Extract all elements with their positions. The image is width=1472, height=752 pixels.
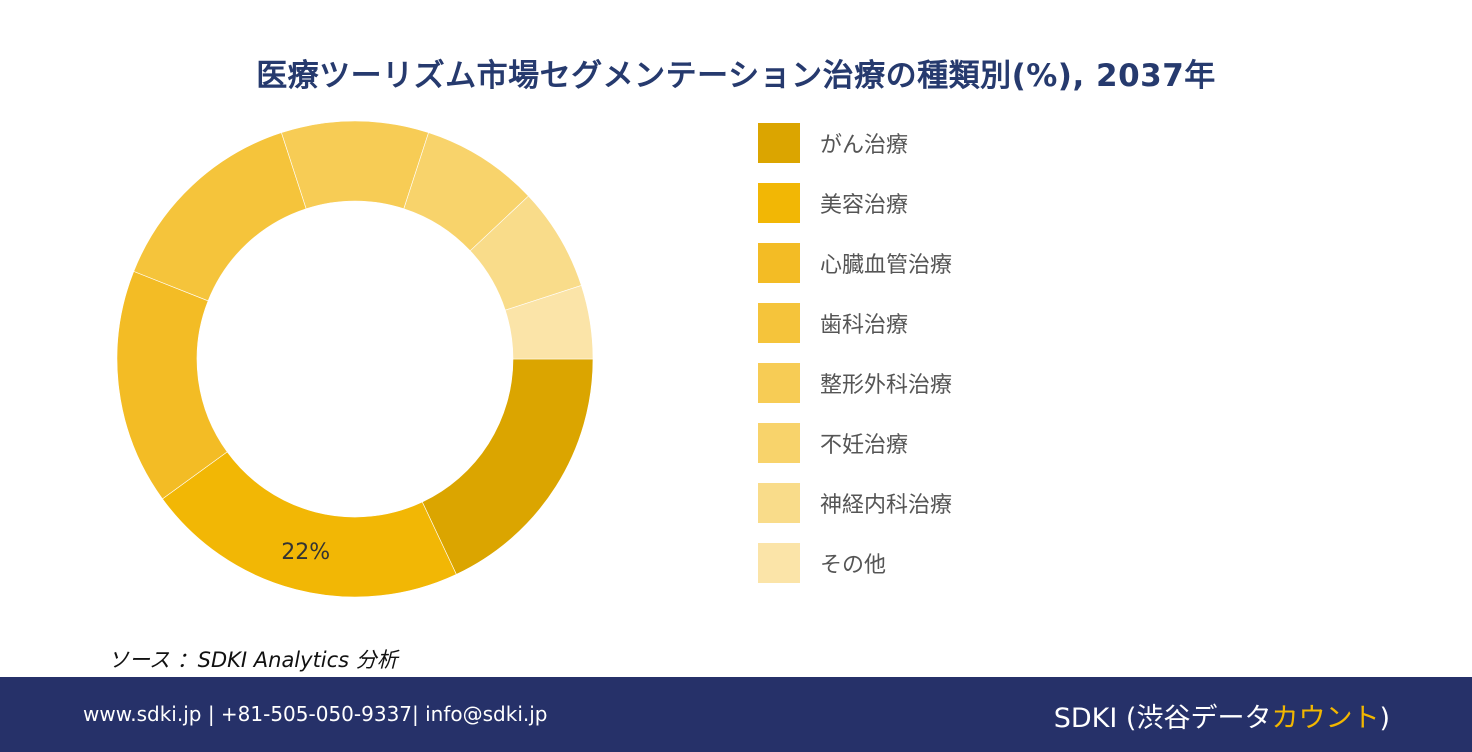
legend-item: 美容治療 (758, 183, 952, 223)
legend-label: 美容治療 (820, 193, 909, 218)
source-note: ソース ：SDKI Analytics 分析 (108, 648, 398, 672)
donut-slice-8 (504, 285, 594, 360)
footer-bar: www.sdki.jp | +81-505-050-9337| info@sdk… (0, 677, 1472, 752)
legend-item: 不妊治療 (758, 423, 952, 463)
brand-main: SDKI (渋谷データ (1053, 703, 1272, 734)
donut-slice-4 (133, 132, 307, 302)
legend-swatch (758, 243, 800, 283)
legend-swatch (758, 483, 800, 523)
legend-item: 神経内科治療 (758, 483, 952, 523)
legend-label: その他 (820, 553, 887, 578)
chart-legend: がん治療美容治療心臓血管治療 歯科治療整形外科治療 不妊治療神経内科治療 その他 (758, 123, 952, 603)
brand-accent: カウント (1271, 703, 1380, 734)
donut-chart: 22% (116, 120, 594, 598)
legend-label: がん治療 (820, 133, 909, 158)
legend-label: 歯科治療 (820, 313, 909, 338)
legend-label: 心臓血管治療 (820, 253, 953, 278)
legend-swatch (758, 123, 800, 163)
legend-swatch (758, 183, 800, 223)
brand-close: ) (1379, 703, 1390, 734)
data-label-2: 22% (281, 540, 330, 565)
footer-contact: www.sdki.jp | +81-505-050-9337| info@sdk… (83, 702, 548, 726)
chart-title: 医療ツーリズム市場セグメンテーション治療の種類別(%), 2037年 (256, 58, 1216, 94)
legend-item: その他 (758, 543, 952, 583)
legend-swatch (758, 303, 800, 343)
legend-swatch (758, 363, 800, 403)
donut-slice-1 (421, 358, 594, 575)
legend-item: がん治療 (758, 123, 952, 163)
donut-slice-5 (281, 120, 429, 210)
legend-item: 心臓血管治療 (758, 243, 952, 283)
legend-label: 整形外科治療 (820, 373, 953, 398)
legend-label: 神経内科治療 (820, 493, 953, 518)
legend-item: 歯科治療 (758, 303, 952, 343)
donut-slice-2 (162, 451, 457, 598)
legend-item: 整形外科治療 (758, 363, 952, 403)
legend-swatch (758, 543, 800, 583)
legend-swatch (758, 423, 800, 463)
legend-label: 不妊治療 (820, 433, 909, 458)
footer-brand: SDKI (渋谷データカウント) (1054, 696, 1390, 735)
